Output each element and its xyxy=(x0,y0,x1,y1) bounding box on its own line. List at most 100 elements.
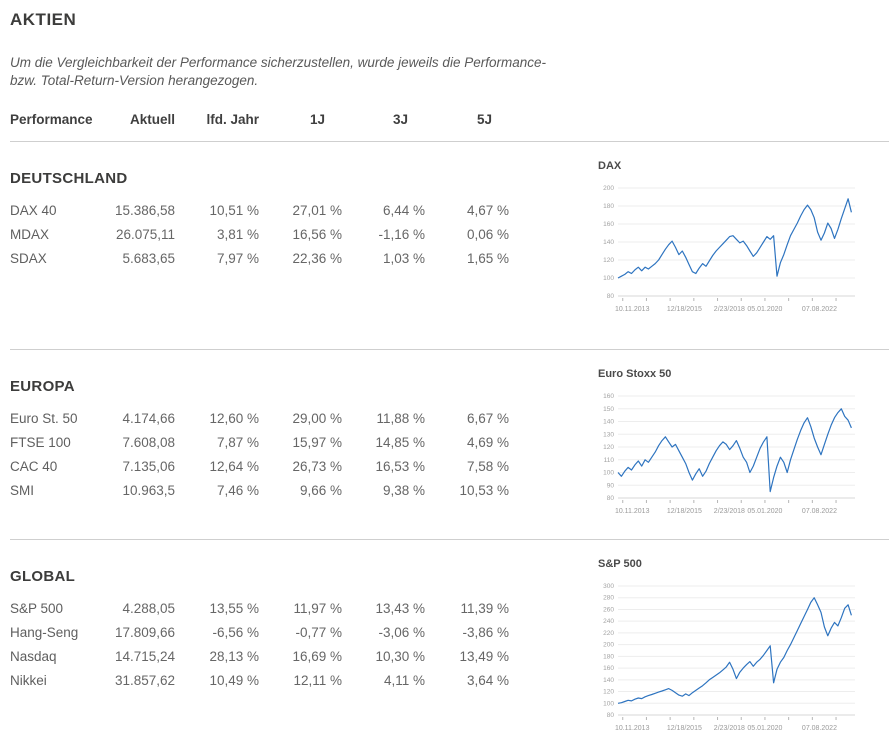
svg-text:100: 100 xyxy=(603,275,614,282)
section-rows: Euro St. 50 4.174,66 12,60 % 29,00 % 11,88 %… xyxy=(10,407,580,503)
value-cell: 10,53 % xyxy=(459,483,509,498)
intro-text: Um die Vergleichbarkeit der Performance … xyxy=(10,54,600,90)
value-cell: 11,97 % xyxy=(293,601,342,616)
section-table: GLOBAL S&P 500 4.288,05 13,55 % 11,97 % 13,4… xyxy=(10,540,580,739)
col-header-5j: 5J xyxy=(476,112,492,127)
value-cell: 16,69 % xyxy=(292,649,342,664)
svg-text:140: 140 xyxy=(603,239,614,246)
table-row: SMI 10.963,5 7,46 % 9,66 % 9,38 % 10,53 % xyxy=(10,479,580,503)
svg-text:140: 140 xyxy=(603,419,614,426)
section-chart: DAX 200 180 160 140 120 100 80 10.11.2013 12/18/… xyxy=(598,142,878,349)
value-cell: 17.809,66 xyxy=(114,625,175,640)
index-name: FTSE 100 xyxy=(10,435,71,450)
value-cell: 3,64 % xyxy=(466,673,509,688)
svg-text:2/23/2018: 2/23/2018 xyxy=(714,725,745,732)
chart-title: S&P 500 xyxy=(598,558,642,570)
mini-chart: 200 180 160 140 120 100 80 10.11.2013 12/18/2015… xyxy=(598,182,878,320)
index-name: SMI xyxy=(10,483,35,498)
svg-text:150: 150 xyxy=(603,406,614,413)
value-cell: 14.715,24 xyxy=(114,649,175,664)
value-cell: -6,56 % xyxy=(212,625,259,640)
value-cell: 7,87 % xyxy=(216,435,259,450)
value-cell: 14,85 % xyxy=(375,435,425,450)
line-chart-canvas: 300 280 260 240 220 200 180 160 140 120 100 8010.11… xyxy=(603,583,855,732)
value-cell: -3,86 % xyxy=(462,625,509,640)
svg-text:07.08.2022: 07.08.2022 xyxy=(802,508,837,515)
value-cell: 0,06 % xyxy=(466,227,509,242)
table-header-row: Performance Aktuell lfd. Jahr 1J 3J 5J xyxy=(10,112,889,141)
value-cell: 13,49 % xyxy=(459,649,509,664)
section-title: GLOBAL xyxy=(10,568,76,585)
svg-text:220: 220 xyxy=(603,630,614,637)
svg-text:10.11.2013: 10.11.2013 xyxy=(615,508,650,515)
index-name: SDAX xyxy=(10,251,47,266)
svg-text:05.01.2020: 05.01.2020 xyxy=(747,508,782,515)
svg-text:140: 140 xyxy=(603,677,614,684)
svg-text:200: 200 xyxy=(603,185,614,192)
value-cell: 7.135,06 xyxy=(122,459,175,474)
svg-text:12/18/2015: 12/18/2015 xyxy=(667,725,702,732)
table-row: Hang-Seng 17.809,66 -6,56 % -0,77 % -3,06 % -… xyxy=(10,621,580,645)
value-cell: 26.075,11 xyxy=(115,227,175,242)
mini-chart: 160 150 140 130 120 110 100 90 80 10.11.2013 12/18… xyxy=(598,390,878,522)
svg-text:100: 100 xyxy=(603,700,614,707)
intro-line-1: Um die Vergleichbarkeit der Performance … xyxy=(10,55,546,70)
svg-text:120: 120 xyxy=(603,257,614,264)
section-title: EUROPA xyxy=(10,378,75,395)
index-name: S&P 500 xyxy=(10,601,64,616)
svg-text:12/18/2015: 12/18/2015 xyxy=(667,306,702,313)
index-name: Nasdaq xyxy=(10,649,57,664)
value-cell: 11,39 % xyxy=(460,601,509,616)
chart-title: Euro Stoxx 50 xyxy=(598,368,672,380)
svg-text:80: 80 xyxy=(607,293,615,300)
chart-title: DAX xyxy=(598,160,622,172)
svg-text:05.01.2020: 05.01.2020 xyxy=(747,306,782,313)
index-name: DAX 40 xyxy=(10,203,57,218)
col-header-lfd-jahr: lfd. Jahr xyxy=(206,112,259,127)
value-cell: 26,73 % xyxy=(292,459,342,474)
value-cell: 6,44 % xyxy=(382,203,425,218)
price-line xyxy=(617,408,852,493)
table-row: Euro St. 50 4.174,66 12,60 % 29,00 % 11,88 %… xyxy=(10,407,580,431)
mini-chart: 300 280 260 240 220 200 180 160 140 120 100 80 10.11… xyxy=(598,580,878,739)
svg-text:180: 180 xyxy=(603,653,614,660)
svg-text:300: 300 xyxy=(603,583,614,590)
value-cell: 12,64 % xyxy=(209,459,259,474)
value-cell: 7.608,08 xyxy=(122,435,175,450)
value-cell: 4,67 % xyxy=(466,203,509,218)
table-row: MDAX 26.075,11 3,81 % 16,56 % -1,16 % 0,06 % xyxy=(10,223,580,247)
svg-text:200: 200 xyxy=(603,642,614,649)
price-line xyxy=(617,198,852,279)
value-cell: 15.386,58 xyxy=(114,203,175,218)
svg-text:10.11.2013: 10.11.2013 xyxy=(615,306,650,313)
value-cell: 7,58 % xyxy=(466,459,509,474)
market-section: DEUTSCHLAND DAX 40 15.386,58 10,51 % 27,01 … xyxy=(10,141,889,349)
col-header-3j: 3J xyxy=(392,112,408,127)
value-cell: 10,30 % xyxy=(375,649,425,664)
table-row: Nasdaq 14.715,24 28,13 % 16,69 % 10,30 % 13,4… xyxy=(10,645,580,669)
col-header-performance: Performance xyxy=(10,112,93,127)
value-cell: 15,97 % xyxy=(292,435,342,450)
price-line xyxy=(617,597,852,704)
svg-text:180: 180 xyxy=(603,203,614,210)
index-name: Hang-Seng xyxy=(10,625,79,640)
value-cell: 10,51 % xyxy=(209,203,259,218)
value-cell: 9,66 % xyxy=(299,483,342,498)
value-cell: 9,38 % xyxy=(382,483,425,498)
value-cell: 16,53 % xyxy=(375,459,425,474)
section-table: DEUTSCHLAND DAX 40 15.386,58 10,51 % 27,01 … xyxy=(10,142,580,349)
page-title: AKTIEN xyxy=(10,10,77,29)
table-row: S&P 500 4.288,05 13,55 % 11,97 % 13,43 % 11,3… xyxy=(10,597,580,621)
table-row: DAX 40 15.386,58 10,51 % 27,01 % 6,44 % 4,67 … xyxy=(10,199,580,223)
intro-line-2: bzw. Total-Return-Version herangezogen. xyxy=(10,73,259,88)
table-row: FTSE 100 7.608,08 7,87 % 15,97 % 14,85 % 4,69… xyxy=(10,431,580,455)
value-cell: 28,13 % xyxy=(209,649,259,664)
value-cell: 7,46 % xyxy=(216,483,259,498)
section-table: EUROPA Euro St. 50 4.174,66 12,60 % 29,00 %… xyxy=(10,350,580,539)
value-cell: 4,69 % xyxy=(466,435,509,450)
value-cell: 5.683,65 xyxy=(122,251,175,266)
table-row: CAC 40 7.135,06 12,64 % 26,73 % 16,53 % 7,58 … xyxy=(10,455,580,479)
section-chart: S&P 500 300 280 260 240 220 200 180 160 140 120 10… xyxy=(598,540,878,739)
svg-text:90: 90 xyxy=(607,482,615,489)
